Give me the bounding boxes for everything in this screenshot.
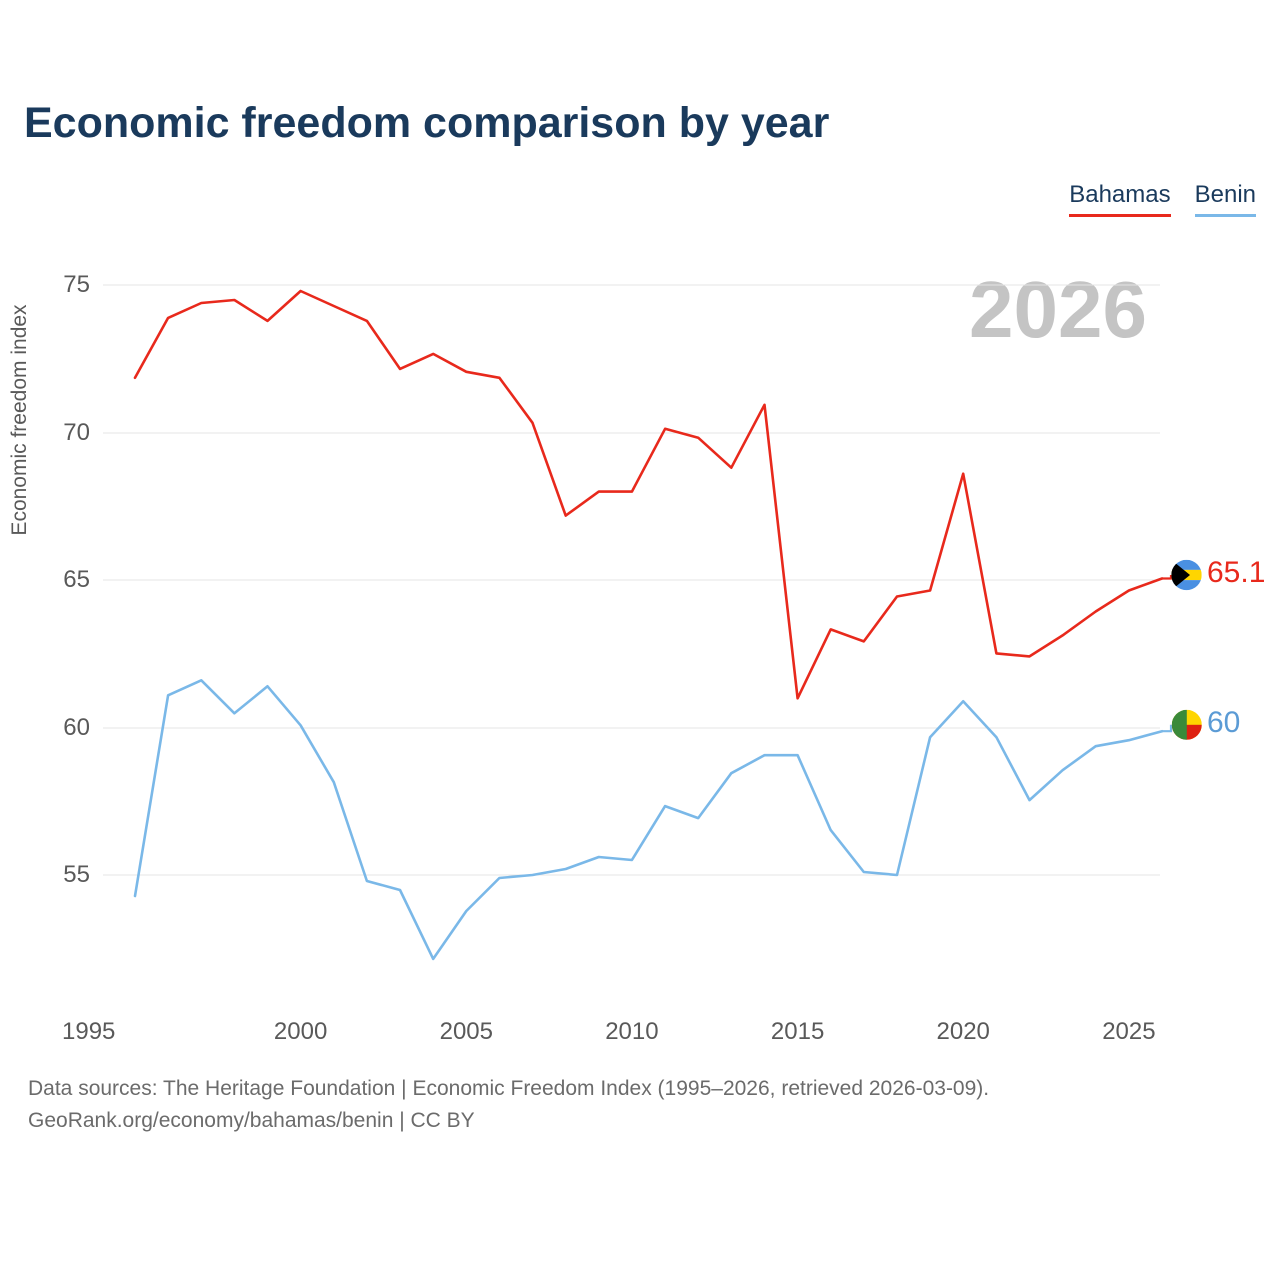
svg-text:60: 60 bbox=[1207, 706, 1240, 739]
svg-text:65.1: 65.1 bbox=[1207, 556, 1265, 589]
